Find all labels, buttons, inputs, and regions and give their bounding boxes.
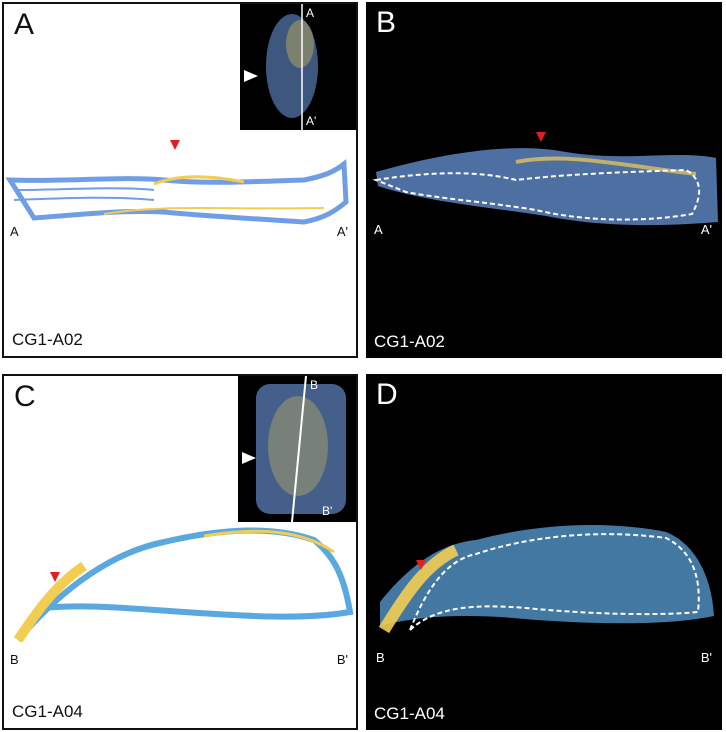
section-start-label: A [10, 224, 19, 239]
inset-top-label: B [310, 378, 319, 392]
inset-c-image [242, 376, 346, 522]
sample-id: CG1-A02 [12, 330, 83, 349]
panel-b: B A A' CG1-A02 [366, 2, 722, 358]
panel-a: A A A' A A' CG1-A02 [2, 2, 358, 358]
panel-label: A [14, 8, 35, 41]
panel-a-section [5, 140, 349, 225]
inset-a-image [244, 4, 318, 130]
section-end-label: B' [336, 652, 348, 667]
panel-c: C B B' B B' CG1-A04 [2, 374, 358, 730]
inset-top-label: A [306, 6, 315, 20]
section-end-label: A' [336, 224, 348, 239]
inset-bottom-label: A' [306, 114, 317, 128]
sample-id: CG1-A04 [374, 704, 445, 723]
red-arrowhead [536, 132, 546, 142]
section-start-label: B [376, 650, 385, 665]
panel-label: D [376, 378, 398, 411]
red-arrowhead [50, 572, 60, 582]
panel-label: B [376, 6, 397, 39]
panel-label: C [14, 380, 36, 413]
white-arrowhead [244, 70, 258, 82]
white-arrowhead [242, 452, 256, 464]
inset-c: B B' [238, 376, 356, 522]
panel-b-volume [372, 132, 718, 226]
section-start-label: B [10, 652, 19, 667]
red-arrowhead [416, 560, 426, 570]
panel-c-section [13, 527, 354, 643]
inset-a: A A' [240, 4, 356, 130]
red-arrowhead [170, 140, 180, 150]
section-start-label: A [374, 222, 383, 237]
panel-d-volume [378, 525, 714, 634]
panel-d: D B B' CG1-A04 [366, 374, 722, 730]
sample-id: CG1-A02 [374, 332, 445, 351]
sample-id: CG1-A04 [12, 702, 83, 721]
section-end-label: A' [700, 222, 712, 237]
section-end-label: B' [700, 650, 712, 665]
inset-bottom-label: B' [322, 504, 333, 518]
section-slice [5, 159, 349, 225]
